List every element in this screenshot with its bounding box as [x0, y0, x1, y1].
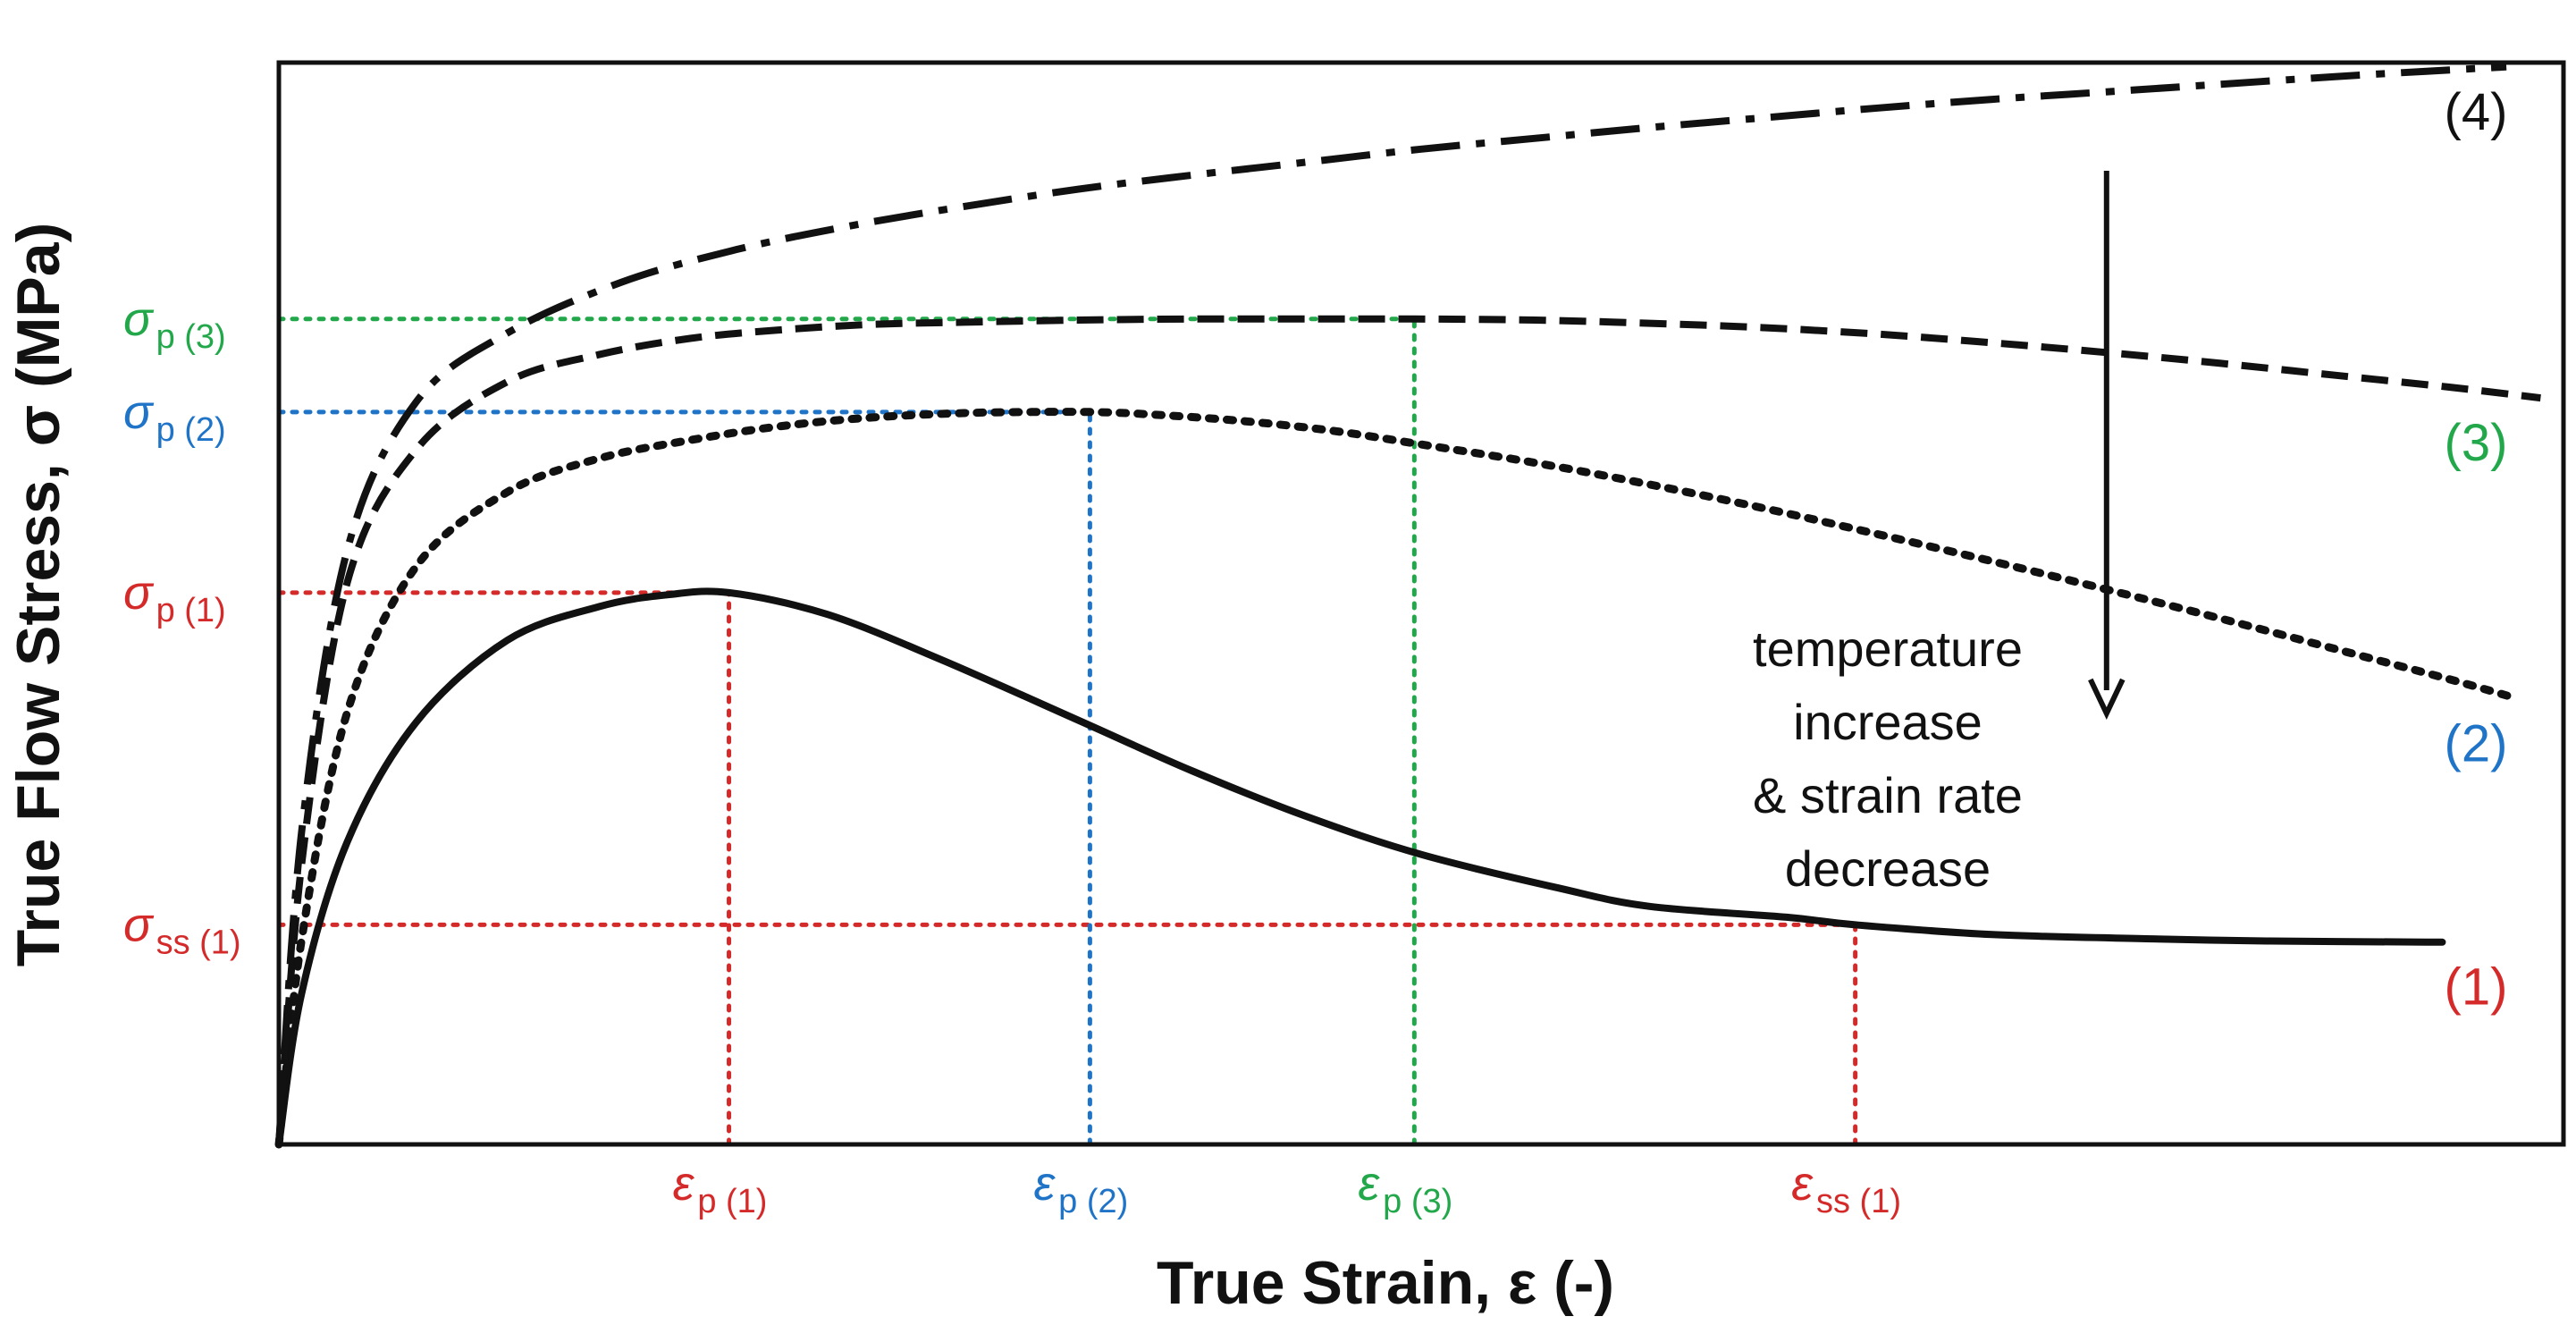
- curve-1: [275, 587, 2446, 1145]
- y-tick-symbol: σ: [123, 292, 155, 346]
- plot-frame: [276, 60, 2566, 1147]
- x-tick-epsilon-ss-1: ε ss (1): [1791, 1157, 1901, 1220]
- trend-arrow: [2088, 171, 2126, 721]
- y-tick-subscript: p (1): [156, 592, 226, 629]
- x-tick-subscript: p (1): [697, 1183, 767, 1220]
- arrow-head-icon: [2088, 678, 2126, 721]
- reference-lines: [276, 316, 1858, 1147]
- y-tick-subscript: p (3): [156, 318, 226, 356]
- curve-label-4: (4): [2445, 83, 2508, 141]
- annotation-line-3: & strain rate: [1753, 767, 2023, 823]
- x-tick-subscript: p (2): [1058, 1183, 1128, 1220]
- x-tick-symbol: ε: [1358, 1157, 1380, 1211]
- y-tick-sigma-ss-1: σ ss (1): [123, 898, 241, 961]
- curves: [274, 63, 2541, 1149]
- y-tick-symbol: σ: [123, 566, 155, 620]
- x-tick-subscript: ss (1): [1816, 1183, 1901, 1220]
- x-tick-symbol: ε: [1033, 1157, 1056, 1211]
- x-axis-title: True Strain, ε (-): [1157, 1249, 1614, 1317]
- annotation-line-2: increase: [1793, 694, 1983, 750]
- y-tick-symbol: σ: [123, 898, 155, 951]
- x-tick-symbol: ε: [1791, 1157, 1814, 1211]
- y-tick-symbol: σ: [123, 385, 155, 439]
- y-tick-subscript: p (2): [156, 411, 226, 449]
- curve-label-1: (1): [2445, 958, 2508, 1017]
- curve-4: [275, 63, 2507, 1145]
- y-tick-subscript: ss (1): [156, 924, 241, 961]
- annotation-line-4: decrease: [1785, 840, 1991, 897]
- curve-label-2: (2): [2445, 714, 2508, 772]
- annotation-line-1: temperature: [1753, 620, 2023, 677]
- curve-label-3: (3): [2445, 414, 2508, 472]
- chart-labels: (1)(2)(3)(4)σ p (3)σ p (2)σ p (1)σ ss (1)ε p …: [123, 83, 2507, 1220]
- y-axis-title: True Flow Stress, σ (MPa): [4, 223, 72, 966]
- x-tick-subscript: p (3): [1383, 1183, 1452, 1220]
- x-tick-symbol: ε: [673, 1157, 695, 1211]
- curve-2: [274, 408, 2522, 1149]
